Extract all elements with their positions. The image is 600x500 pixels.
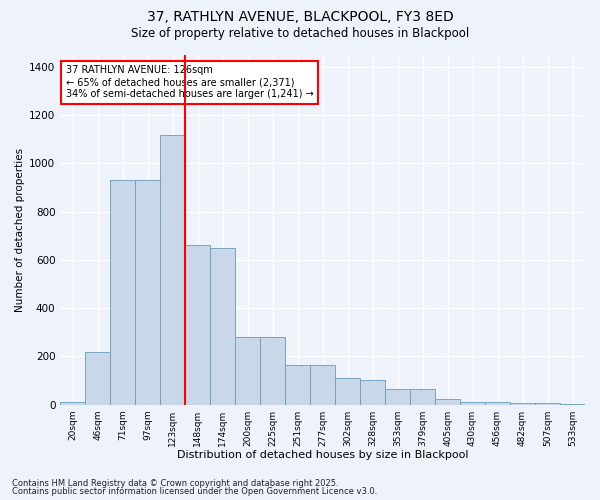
- Bar: [160, 134, 185, 404]
- Bar: [460, 402, 485, 404]
- Bar: [310, 365, 335, 405]
- Bar: [235, 337, 260, 404]
- Bar: [210, 248, 235, 404]
- Text: Contains public sector information licensed under the Open Government Licence v3: Contains public sector information licen…: [12, 488, 377, 496]
- Bar: [410, 389, 435, 404]
- Y-axis label: Number of detached properties: Number of detached properties: [15, 148, 25, 312]
- Bar: [435, 398, 460, 404]
- Bar: [60, 402, 85, 404]
- Bar: [110, 180, 135, 404]
- Bar: [85, 352, 110, 405]
- Text: Size of property relative to detached houses in Blackpool: Size of property relative to detached ho…: [131, 28, 469, 40]
- Text: 37 RATHLYN AVENUE: 126sqm
← 65% of detached houses are smaller (2,371)
34% of se: 37 RATHLYN AVENUE: 126sqm ← 65% of detac…: [65, 66, 313, 98]
- Bar: [135, 180, 160, 404]
- Bar: [360, 380, 385, 404]
- Bar: [285, 365, 310, 405]
- Bar: [260, 337, 285, 404]
- Bar: [485, 402, 510, 404]
- Bar: [185, 246, 210, 404]
- Text: 37, RATHLYN AVENUE, BLACKPOOL, FY3 8ED: 37, RATHLYN AVENUE, BLACKPOOL, FY3 8ED: [146, 10, 454, 24]
- X-axis label: Distribution of detached houses by size in Blackpool: Distribution of detached houses by size …: [177, 450, 469, 460]
- Bar: [335, 378, 360, 404]
- Text: Contains HM Land Registry data © Crown copyright and database right 2025.: Contains HM Land Registry data © Crown c…: [12, 478, 338, 488]
- Bar: [385, 389, 410, 404]
